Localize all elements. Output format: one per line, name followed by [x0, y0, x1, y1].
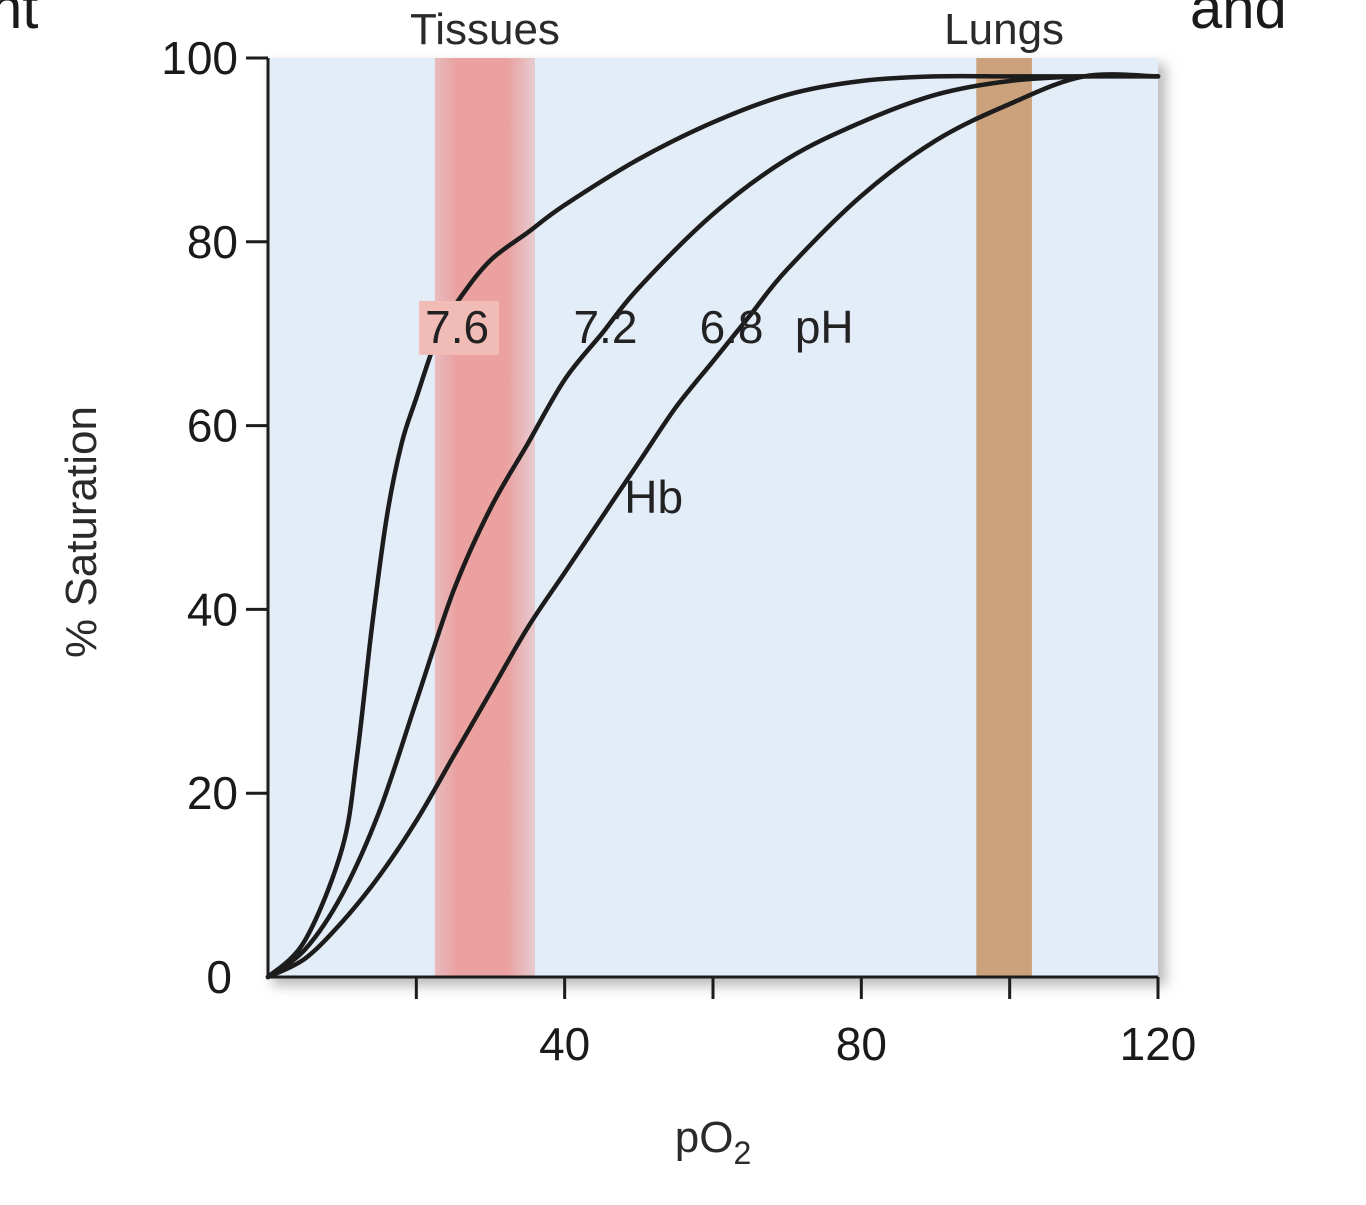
axes-layer: 0 20 40 60 80 100 40 80 120 [161, 32, 1196, 1070]
y-tick-label-20: 20 [187, 767, 238, 819]
x-axis-title: pO2 [675, 1113, 752, 1171]
x-axis-title-main: pO [675, 1113, 734, 1162]
y-tick-label-100: 100 [161, 32, 238, 84]
y-tick-label-0: 0 [206, 951, 232, 1003]
y-tick-label-80: 80 [187, 216, 238, 268]
curve-layer [265, 72, 1161, 980]
curve-ph-6-8 [265, 72, 1161, 980]
header-fragment-left: nt [0, 0, 38, 41]
label-layer: Tissues Lungs 7.6 7.2 6.8 pH Hb [410, 5, 1064, 523]
curve-ph-7-6 [265, 73, 1161, 980]
curve-label-7-6: 7.6 [425, 301, 489, 353]
x-tick-label-80: 80 [836, 1018, 887, 1070]
band-label-tissues: Tissues [410, 5, 560, 54]
band-layer [434, 58, 1032, 977]
curve-label-ph: pH [795, 301, 854, 353]
y-tick-label-40: 40 [187, 583, 238, 635]
y-tick-label-60: 60 [187, 400, 238, 452]
band-label-lungs: Lungs [944, 5, 1064, 54]
x-tick-label-40: 40 [539, 1018, 590, 1070]
y-axis-title: % Saturation [57, 406, 106, 658]
curve-label-6-8: 6.8 [700, 301, 764, 353]
x-axis-title-subscript: 2 [733, 1135, 751, 1171]
band-lungs [976, 58, 1032, 977]
curve-label-hb: Hb [624, 471, 683, 523]
header-fragment-right: and [1190, 0, 1287, 41]
curve-label-7-2: 7.2 [573, 301, 637, 353]
curve-label-highlight-7-6 [419, 300, 500, 355]
x-tick-label-120: 120 [1120, 1018, 1197, 1070]
curve-ph-7-2 [265, 73, 1161, 980]
